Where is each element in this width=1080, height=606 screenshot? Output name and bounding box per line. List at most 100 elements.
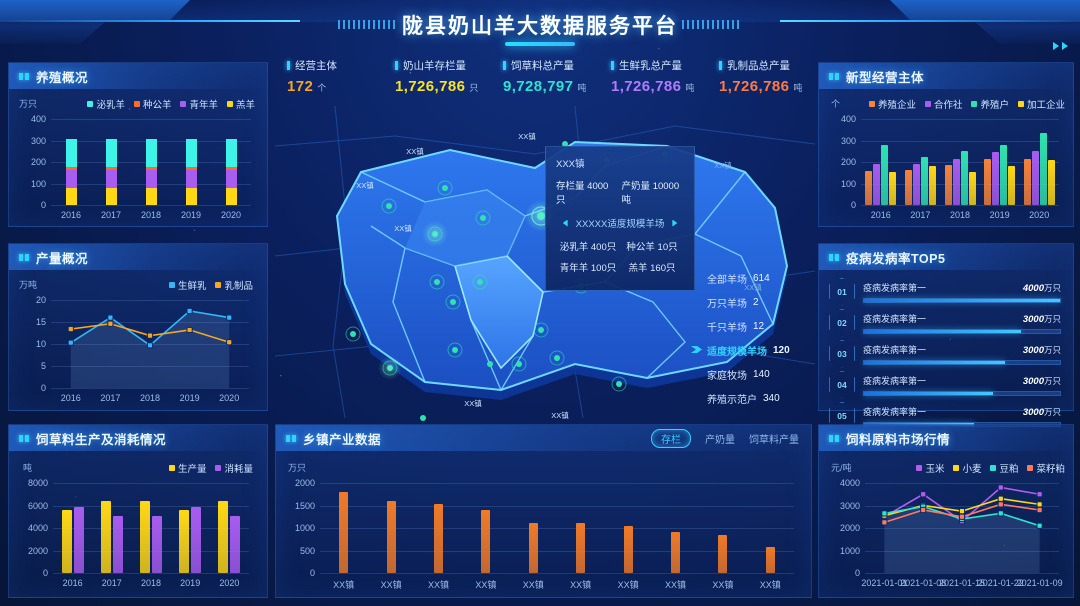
data-point[interactable] [881,510,888,517]
legend-item[interactable]: 生鲜乳 [168,278,206,292]
data-point[interactable] [67,325,74,333]
county-map[interactable]: XX镇 XX镇 XX镇 XX镇 XX镇 XX镇 XX镇 XX镇 XXX镇 存栏量… [274,105,816,421]
bar[interactable] [623,526,633,573]
bar[interactable] [1047,160,1055,205]
legend-item[interactable]: 青年羊 [180,97,218,111]
chart-legend[interactable]: 生鲜乳 乳制品 [168,278,253,292]
bar[interactable] [1008,165,1016,205]
bar[interactable] [386,501,396,573]
bar[interactable] [339,492,349,573]
bar[interactable] [1039,133,1047,205]
bar[interactable] [718,535,728,573]
legend-item[interactable]: 菜籽粕 [1027,461,1065,475]
data-point[interactable] [107,320,114,327]
bar[interactable] [912,163,920,205]
data-point[interactable] [1036,506,1043,514]
tab-milk-output[interactable]: 产奶量 [705,434,735,446]
data-point[interactable] [920,491,927,498]
data-point[interactable] [958,513,966,520]
data-point[interactable] [997,484,1004,491]
bar[interactable] [152,515,162,573]
bar[interactable] [112,515,123,573]
bar[interactable] [218,501,229,573]
legend-item[interactable]: 玉米 [916,461,944,475]
legend-item[interactable]: 养殖企业 [868,97,916,111]
bar[interactable] [65,139,77,205]
bar[interactable] [881,144,889,205]
data-point[interactable] [1036,501,1043,508]
bar[interactable] [481,510,491,573]
map-stat-row-active[interactable]: 适度规模羊场 120 [691,338,811,362]
bar[interactable] [928,165,936,205]
bar[interactable] [968,171,976,205]
bar[interactable] [179,510,190,573]
legend-item[interactable]: 合作社 [924,97,962,111]
bar[interactable] [904,170,912,205]
chevron-right-icon[interactable] [672,219,678,227]
bar[interactable] [61,510,72,573]
data-point[interactable] [997,510,1004,517]
legend-item[interactable]: 养殖户 [971,97,1009,111]
bar[interactable] [100,501,111,573]
legend-item[interactable]: 羔羊 [226,97,255,111]
bar[interactable] [984,159,992,205]
chevron-left-icon[interactable] [562,219,568,227]
data-point[interactable] [186,326,193,334]
chart-legend[interactable]: 生产量 消耗量 [168,461,253,475]
data-point[interactable] [920,506,927,514]
legend-item[interactable]: 生产量 [168,461,206,475]
chart-legend[interactable]: 养殖企业 合作社 养殖户 加工企业 [868,97,1065,111]
bar[interactable] [992,151,1000,205]
bar[interactable] [225,139,237,205]
bar[interactable] [230,515,241,573]
bar[interactable] [873,163,881,205]
legend-item[interactable]: 豆粕 [990,461,1018,475]
data-point[interactable] [146,332,154,339]
data-point[interactable] [107,314,114,321]
tab-forage-output[interactable]: 饲草料产量 [749,434,799,446]
data-point[interactable] [186,307,193,315]
bar[interactable] [140,501,150,573]
data-point[interactable] [67,339,74,346]
bar[interactable] [671,532,680,573]
legend-item[interactable]: 加工企业 [1017,97,1065,111]
legend-item[interactable]: 种公羊 [133,97,171,111]
data-point[interactable] [1036,491,1043,498]
data-point[interactable] [881,519,888,526]
data-point[interactable] [1036,522,1043,529]
bar[interactable] [944,165,952,205]
bar[interactable] [434,503,443,573]
list-item[interactable]: 01 疫病发病率第一 4000万只 [829,276,1061,307]
legend-item[interactable]: 乳制品 [215,278,253,292]
list-item[interactable]: 04 疫病发病率第一 3000万只 [829,369,1061,400]
chart-legend[interactable]: 玉米 小麦 豆粕 菜籽粕 [916,461,1065,475]
data-point[interactable] [958,508,966,515]
legend-item[interactable]: 消耗量 [215,461,253,475]
data-point[interactable] [226,339,233,346]
data-point[interactable] [146,342,154,349]
bar[interactable] [185,139,197,205]
tab-stock[interactable]: 存栏 [651,428,691,448]
data-point[interactable] [997,495,1004,502]
tooltip-farm-selector[interactable]: XXXXX适度规模羊场 [556,216,684,230]
bar[interactable] [1000,144,1008,205]
bar[interactable] [920,157,928,205]
bar[interactable] [765,547,775,573]
data-point[interactable] [997,501,1004,508]
list-item[interactable]: 02 疫病发病率第一 3000万只 [829,307,1061,338]
bar[interactable] [105,139,117,205]
bar[interactable] [960,151,968,205]
bar[interactable] [865,170,873,205]
bar[interactable] [576,523,586,573]
bar[interactable] [73,506,84,573]
chart-legend[interactable]: 泌乳羊 种公羊 青年羊 羔羊 [87,97,255,111]
bar[interactable] [889,171,897,205]
bar[interactable] [952,158,960,205]
list-item[interactable]: 03 疫病发病率第一 3000万只 [829,338,1061,369]
bar[interactable] [1031,151,1039,205]
legend-item[interactable]: 泌乳羊 [87,97,125,111]
bar[interactable] [528,522,538,573]
legend-item[interactable]: 小麦 [953,461,981,475]
bar[interactable] [145,139,157,205]
data-point[interactable] [226,314,233,321]
